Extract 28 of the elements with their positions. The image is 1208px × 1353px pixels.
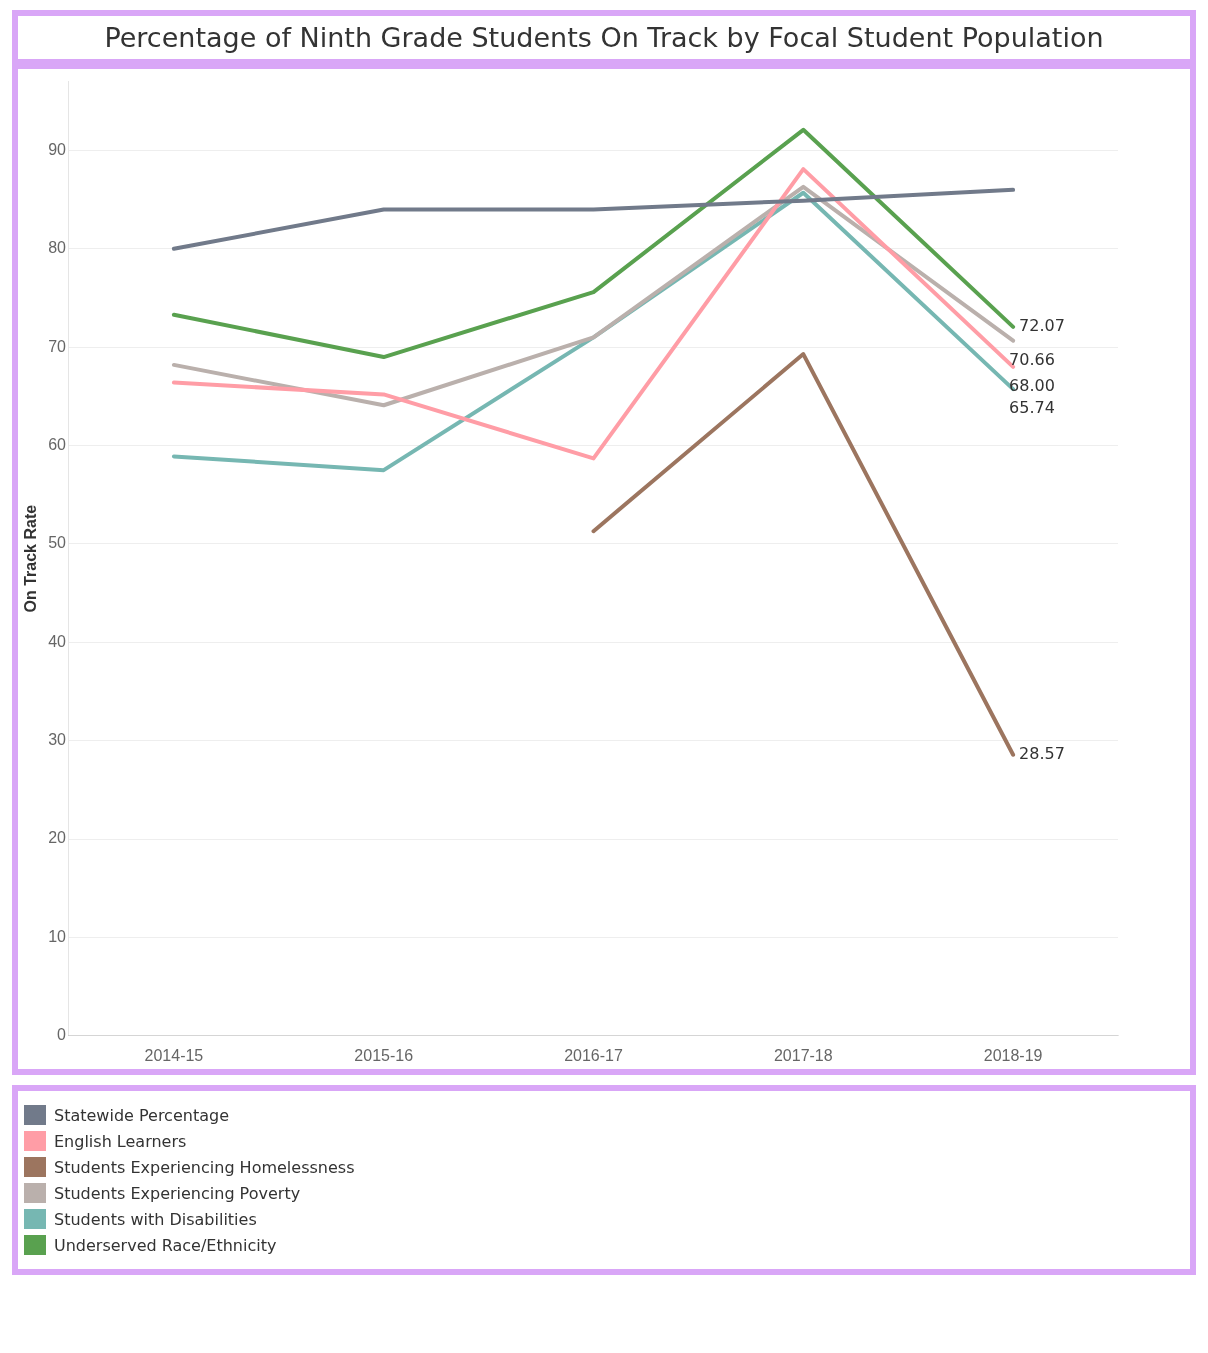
y-tick-label: 60 [48,435,67,453]
y-tick-label: 0 [57,1026,67,1044]
data-label: 28.57 [1019,743,1065,763]
x-tick-label: 2018-19 [983,1046,1043,1064]
chart-title: Percentage of Ninth Grade Students On Track by Focal Student Population [12,10,1196,65]
x-tick-label: 2015-16 [354,1046,414,1064]
y-tick-label: 50 [48,534,67,552]
x-tick-label: 2014-15 [144,1046,204,1064]
y-tick-label: 80 [48,239,67,257]
y-tick-label: 10 [48,927,67,945]
legend-label: Statewide Percentage [54,1105,229,1125]
y-tick-label: 90 [48,140,67,158]
y-tick-label: 70 [48,337,67,355]
y-tick-label: 20 [48,829,67,847]
y-tick-label: 30 [48,731,67,749]
data-label: 72.07 [1019,316,1065,335]
y-tick-label: 40 [48,632,67,650]
data-label: 68.00 [1009,376,1055,396]
x-tick-label: 2016-17 [564,1046,623,1064]
legend-label: Underserved Race/Ethnicity [54,1235,277,1255]
data-label: 65.74 [1009,398,1055,418]
y-axis-title: On Track Rate [22,504,40,613]
legend-label: Students Experiencing Homelessness [54,1157,355,1177]
legend-label: English Learners [54,1131,187,1151]
data-label: 70.66 [1009,349,1055,369]
x-tick-label: 2017-18 [773,1046,833,1064]
legend-label: Students with Disabilities [54,1209,257,1229]
legend-label: Students Experiencing Poverty [54,1183,301,1203]
